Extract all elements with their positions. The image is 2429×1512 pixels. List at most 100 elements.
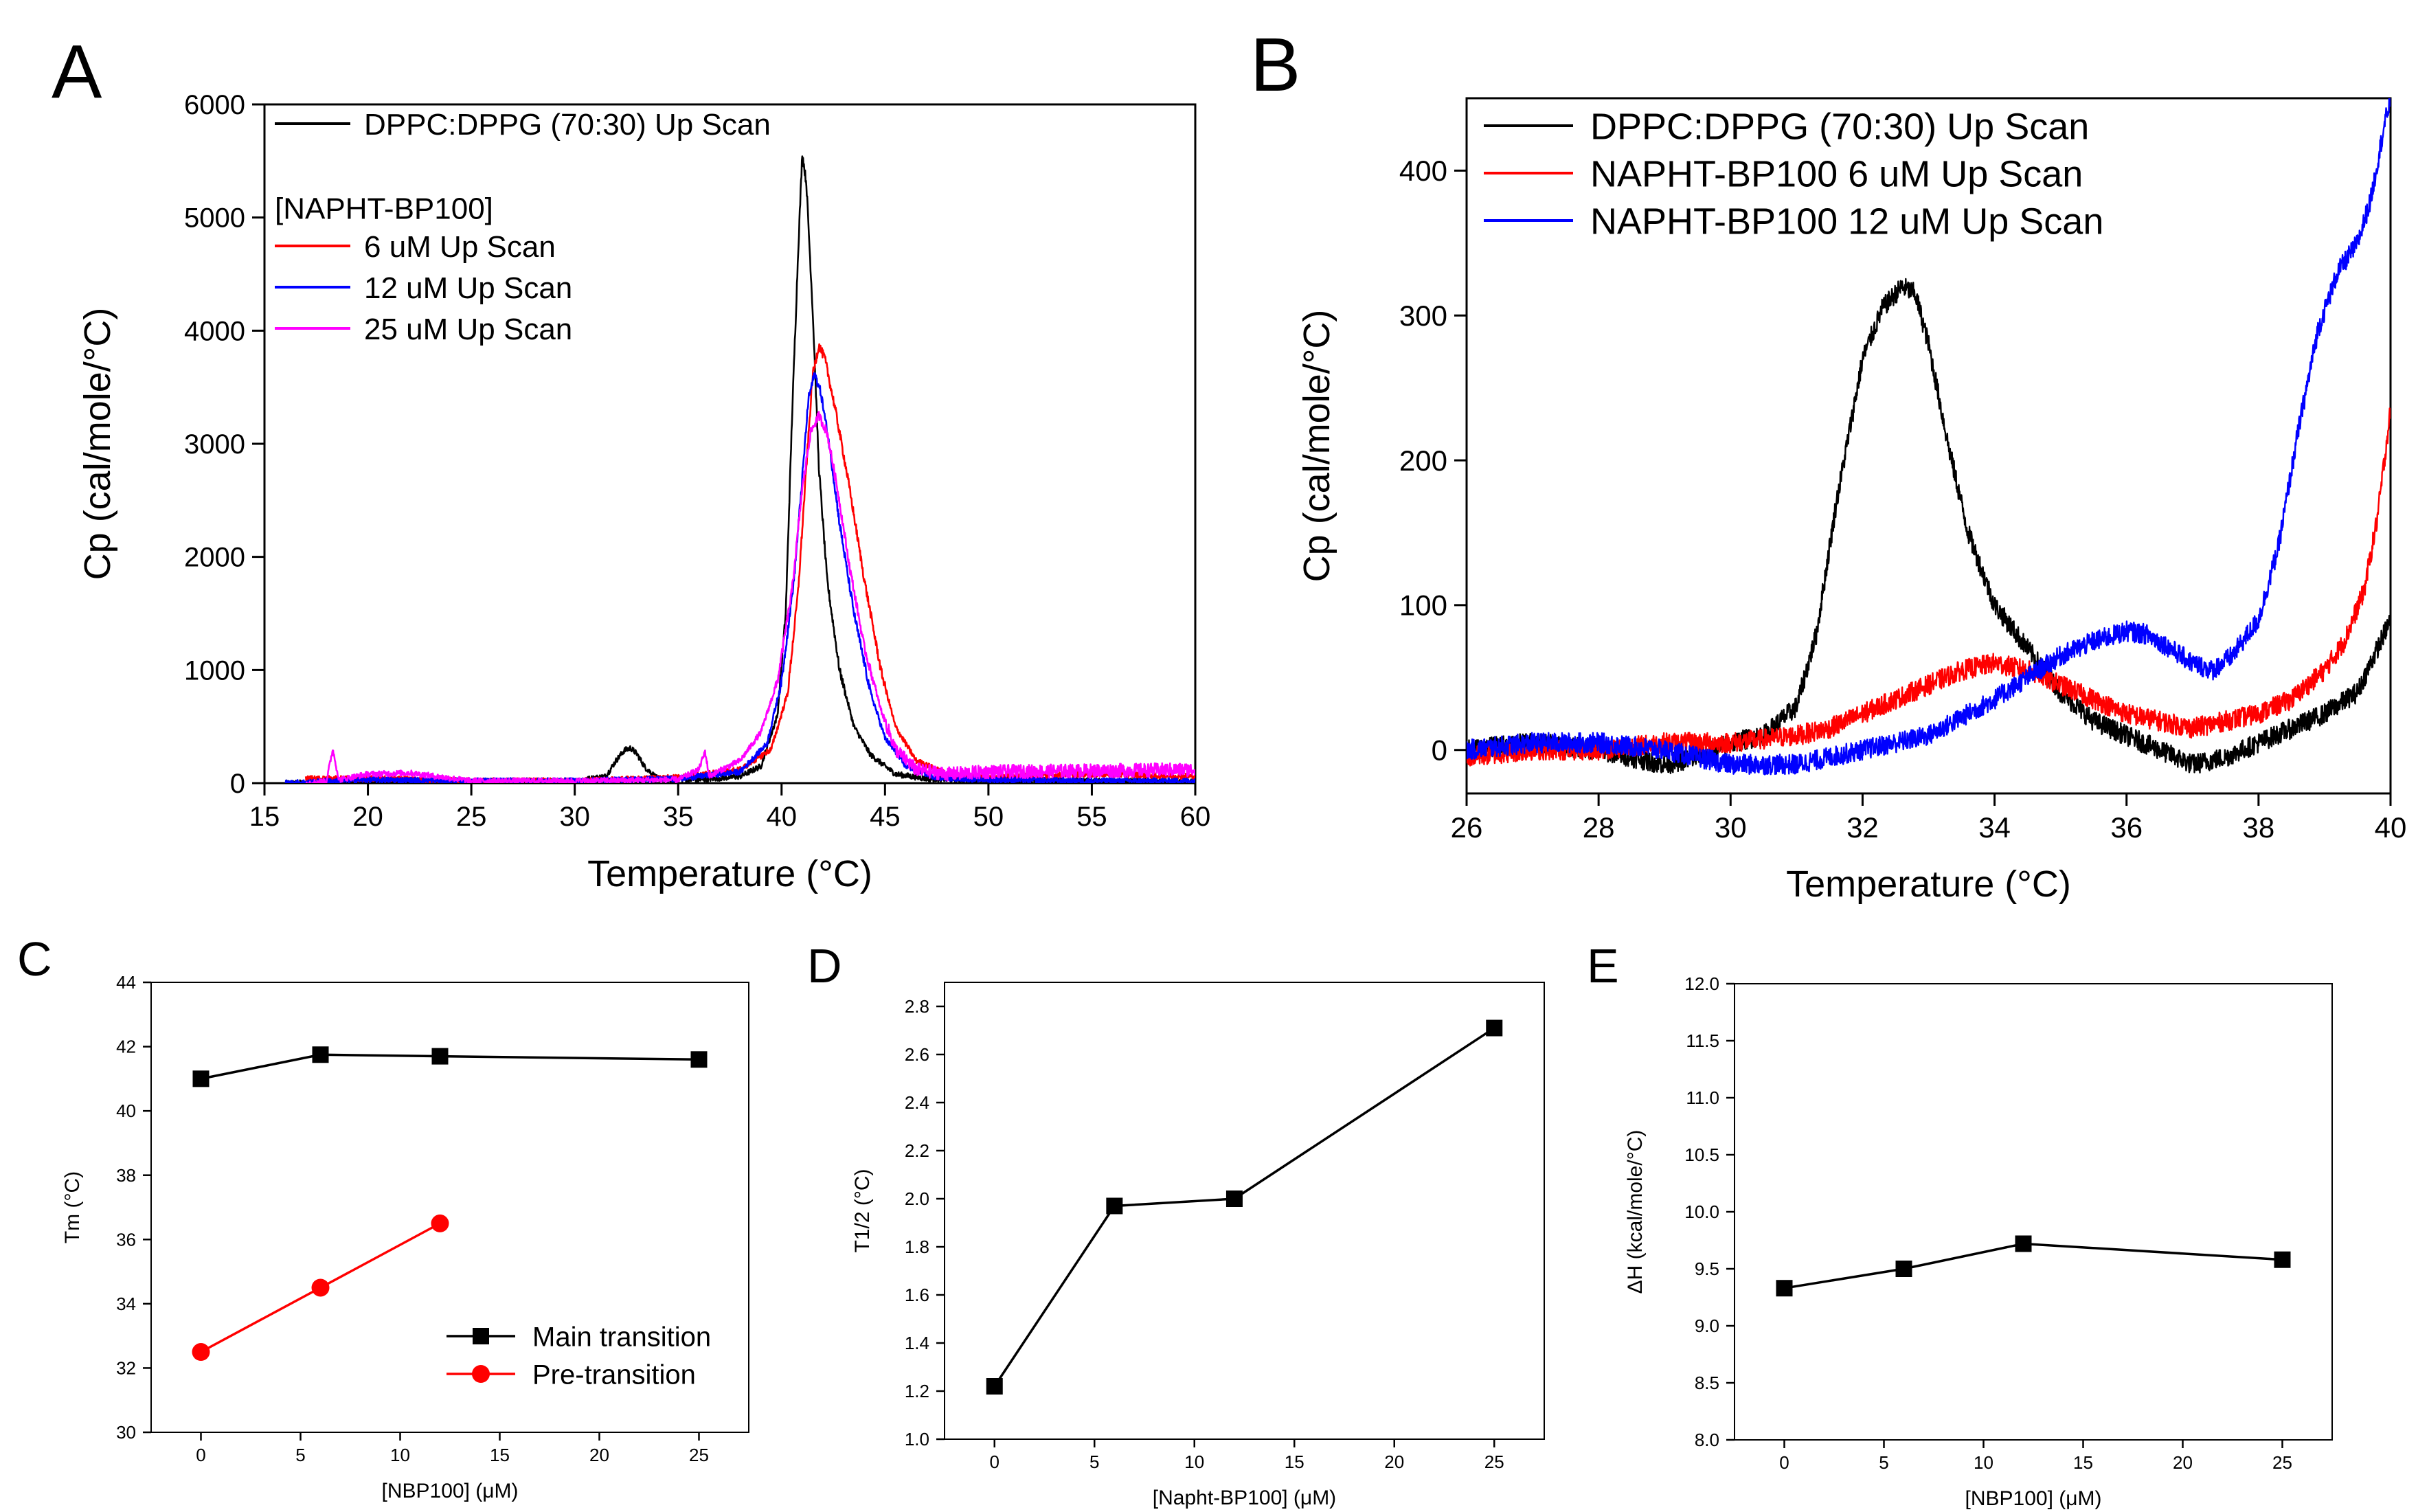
legend-label-b-1: NAPHT-BP100 6 uM Up Scan: [1590, 153, 2083, 194]
x-tick-label-a: 55: [1076, 802, 1107, 832]
y-axis-label-c: Tm (°C): [61, 1171, 84, 1243]
panel-letter-d: D: [807, 939, 842, 993]
data-point-d-0-1: [1106, 1197, 1123, 1215]
x-tick-label-e: 15: [2073, 1452, 2093, 1473]
x-tick-label-d: 25: [1484, 1452, 1504, 1472]
y-tick-label-b: 0: [1432, 734, 1447, 766]
y-tick-label-d: 2.2: [905, 1140, 929, 1161]
x-tick-label-c: 10: [390, 1445, 410, 1465]
y-tick-label-c: 32: [116, 1358, 136, 1379]
y-tick-label-c: 44: [116, 972, 136, 993]
x-tick-label-b: 34: [1978, 811, 2011, 844]
y-tick-label-e: 9.0: [1695, 1316, 1719, 1336]
plot-area-a: [284, 155, 1195, 783]
y-tick-label-d: 1.2: [905, 1381, 929, 1401]
chart-c: 0 5 10 15 20 25 30 32 34 36 38 40 42 44 [NBP100] (μM) T…: [61, 972, 749, 1502]
y-tick-label-b: 300: [1399, 300, 1447, 332]
panel-letter-c: C: [17, 932, 52, 986]
y-tick-label-c: 40: [116, 1101, 136, 1121]
x-tick-label-b: 28: [1583, 811, 1615, 844]
x-tick-label-b: 26: [1451, 811, 1483, 844]
y-tick-label-c: 34: [116, 1294, 136, 1314]
y-tick-label-c: 42: [116, 1037, 136, 1057]
legend-label-a-0: DPPC:DPPG (70:30) Up Scan: [364, 108, 771, 142]
legend-label-b-0: DPPC:DPPG (70:30) Up Scan: [1590, 106, 2089, 147]
chart-e: 0 5 10 15 20 25 8.0 8.5 9.0 9.5 10.0 10.5 11.0 11.5 12…: [1624, 973, 2333, 1510]
x-tick-label-d: 0: [990, 1452, 999, 1472]
y-tick-label-c: 30: [116, 1422, 136, 1443]
y-axis-label-d: T1/2 (°C): [851, 1169, 874, 1252]
x-tick-label-c: 15: [490, 1445, 510, 1465]
x-tick-label-a: 40: [767, 802, 798, 832]
x-tick-label-a: 15: [249, 802, 280, 832]
legend-label-a-2: 12 uM Up Scan: [364, 271, 572, 305]
x-tick-label-a: 20: [352, 802, 383, 832]
y-tick-label-d: 1.4: [905, 1333, 929, 1353]
charts: 15 20 25 30 35 40 45 50 55 6001000200030004000500…: [61, 90, 2406, 1510]
y-tick-label-e: 10.5: [1684, 1144, 1719, 1165]
x-tick-label-b: 36: [2110, 811, 2143, 844]
data-point-d-0-2: [1225, 1191, 1243, 1207]
y-axis-label-e: ΔH (kcal/mole/°C): [1624, 1130, 1647, 1294]
legend-marker-c-0: [473, 1328, 489, 1344]
y-tick-label-a: 4000: [184, 316, 245, 346]
y-tick-label-a: 3000: [184, 429, 245, 460]
y-tick-label-a: 1000: [184, 655, 245, 686]
y-axis-label-a: Cp (cal/mole/°C): [77, 308, 118, 580]
y-tick-label-e: 11.5: [1686, 1030, 1719, 1051]
chart-d: 0 5 10 15 20 25 1.0 1.2 1.4 1.6 1.8 2.0 2.2 2.4 2.6 2.8…: [851, 982, 1545, 1509]
x-tick-label-d: 15: [1285, 1452, 1304, 1472]
x-tick-label-a: 25: [456, 802, 487, 832]
y-tick-label-a: 5000: [184, 203, 245, 234]
x-tick-label-e: 25: [2272, 1452, 2292, 1473]
y-tick-label-b: 100: [1399, 589, 1447, 622]
y-tick-label-d: 2.0: [905, 1188, 929, 1209]
data-point-c-0-1: [312, 1046, 329, 1063]
y-tick-label-e: 8.0: [1695, 1430, 1719, 1450]
x-tick-label-d: 5: [1089, 1452, 1099, 1472]
x-tick-label-e: 0: [1779, 1452, 1789, 1473]
legend-label-b-2: NAPHT-BP100 12 uM Up Scan: [1590, 201, 2103, 242]
y-tick-label-e: 12.0: [1684, 973, 1719, 994]
data-point-e-0-3: [2274, 1251, 2291, 1268]
data-point-c-0-2: [431, 1048, 449, 1065]
y-tick-label-d: 2.8: [905, 996, 929, 1017]
x-tick-label-c: 25: [689, 1445, 709, 1465]
chart-b: 26 28 30 32 34 36 38 400100200300400Temperature…: [1296, 97, 2406, 905]
y-tick-label-d: 1.6: [905, 1285, 929, 1305]
series-line-d-0: [993, 1027, 1495, 1387]
y-tick-label-e: 11.0: [1686, 1087, 1719, 1108]
panel-letter-b: B: [1250, 23, 1300, 107]
series-line-e-0: [1784, 1242, 2283, 1289]
x-tick-label-e: 20: [2173, 1452, 2193, 1473]
x-tick-label-e: 5: [1879, 1452, 1888, 1473]
data-point-d-0-0: [986, 1378, 1003, 1395]
data-point-c-1-0: [192, 1343, 210, 1362]
y-tick-label-d: 1.0: [905, 1429, 929, 1449]
series-line-c-0: [201, 1053, 699, 1081]
y-tick-label-e: 8.5: [1695, 1373, 1719, 1393]
legend-label-c-1: Pre-transition: [532, 1359, 696, 1390]
y-tick-label-e: 9.5: [1695, 1259, 1719, 1279]
y-tick-label-b: 200: [1399, 444, 1447, 477]
x-tick-label-d: 20: [1384, 1452, 1404, 1472]
x-axis-label-d: [Napht-BP100] (μM): [1153, 1487, 1336, 1509]
legend-title-a: [NAPHT-BP100]: [275, 192, 493, 225]
panel-letter-e: E: [1587, 939, 1619, 993]
panel-letter-a: A: [52, 30, 102, 114]
x-axis-label-b: Temperature (°C): [1786, 864, 2071, 905]
x-axis-label-a: Temperature (°C): [587, 853, 872, 894]
plot-frame-d: [944, 982, 1545, 1440]
data-point-c-1-2: [431, 1214, 449, 1232]
y-tick-label-c: 38: [116, 1165, 136, 1186]
y-tick-label-a: 0: [230, 769, 245, 799]
x-tick-label-d: 10: [1184, 1452, 1204, 1472]
y-tick-label-c: 36: [116, 1229, 136, 1250]
x-tick-label-a: 60: [1180, 802, 1211, 832]
y-tick-label-d: 2.4: [905, 1092, 929, 1113]
data-point-e-0-1: [1895, 1261, 1912, 1277]
x-tick-label-a: 50: [973, 802, 1004, 832]
data-point-c-1-1: [311, 1278, 330, 1297]
x-tick-label-b: 30: [1715, 811, 1747, 844]
